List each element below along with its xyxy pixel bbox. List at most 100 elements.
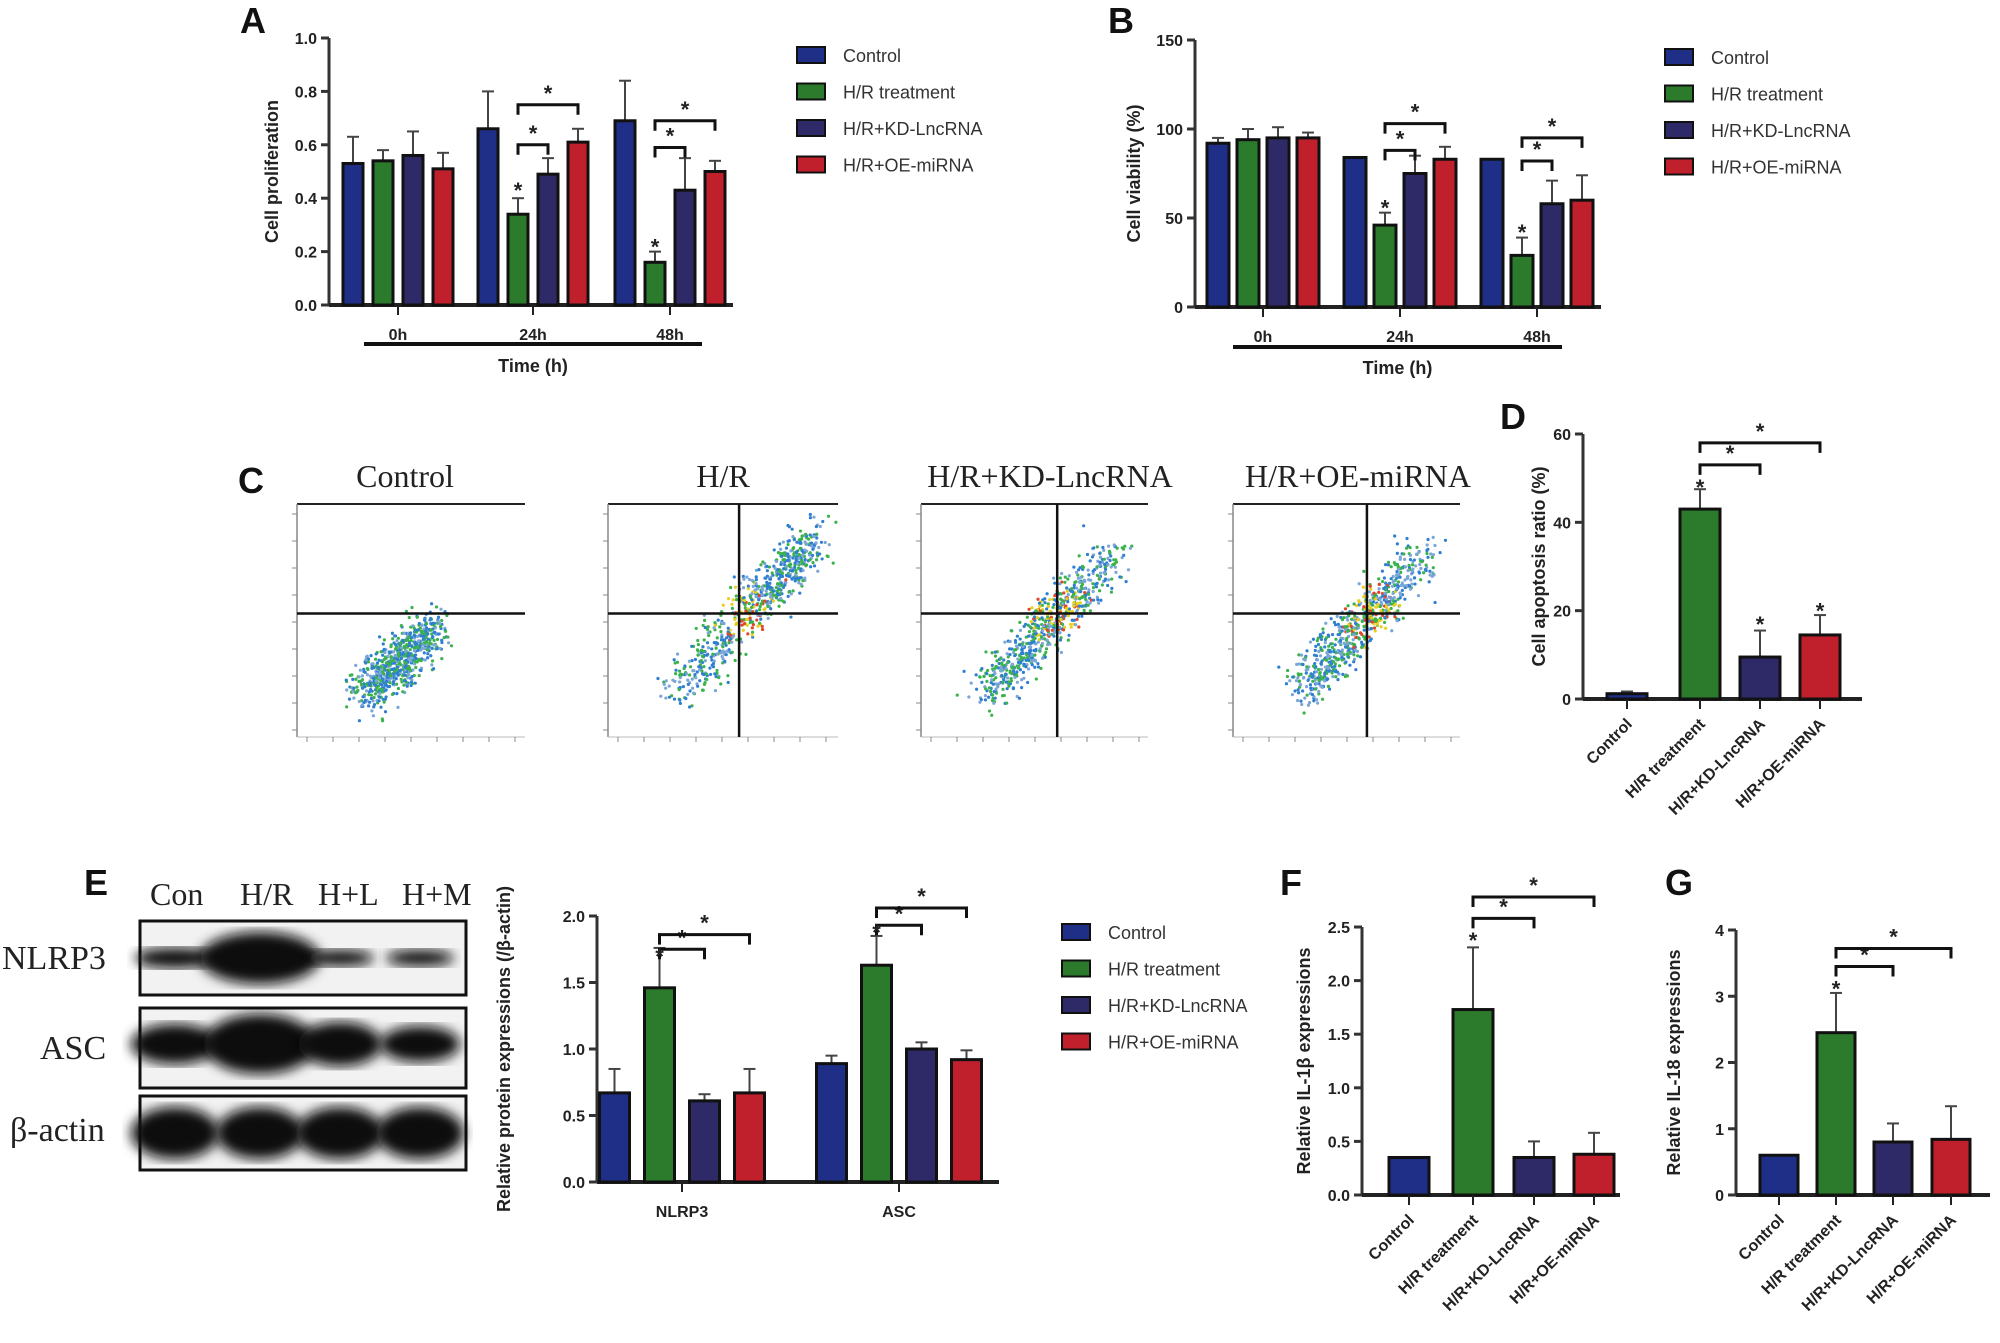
flow-event-dot	[1074, 570, 1079, 574]
flow-event-dot	[410, 653, 414, 657]
flow-event-dot	[1078, 597, 1082, 601]
flow-event-dot	[1438, 550, 1442, 555]
flow-event-dot	[1357, 582, 1361, 586]
flow-event-dot	[352, 696, 356, 700]
flow-event-dot	[740, 640, 744, 644]
flow-event-dot	[1346, 653, 1350, 657]
flow-event-dot	[1087, 592, 1091, 596]
flow-event-dot	[745, 575, 749, 579]
flow-event-dot	[1046, 602, 1050, 606]
flow-event-dot	[1108, 550, 1112, 555]
flow-event-dot	[1091, 569, 1095, 573]
flow-event-dot	[408, 631, 413, 635]
flow-event-dot	[1328, 687, 1332, 691]
flow-event-dot	[992, 690, 996, 694]
flow-event-dot	[701, 688, 705, 692]
flow-event-dot	[380, 683, 384, 687]
flow-event-dot	[399, 677, 403, 681]
flow-event-dot	[760, 593, 764, 597]
flow-event-dot	[1314, 670, 1319, 674]
flow-event-dot	[1085, 599, 1089, 604]
significance-bracket	[658, 933, 751, 945]
flow-event-dot	[792, 552, 796, 556]
flow-event-dot	[793, 573, 798, 577]
flow-event-dot	[995, 659, 999, 663]
panel-label-d: D	[1500, 396, 1526, 437]
flow-event-dot	[1303, 696, 1307, 700]
flow-event-dot	[795, 562, 800, 566]
flow-event-dot	[1311, 679, 1315, 683]
flow-event-dot	[1391, 574, 1395, 579]
flow-event-dot	[693, 657, 697, 662]
flow-event-dot	[1305, 693, 1309, 697]
flow-event-dot	[446, 635, 450, 639]
flow-event-dot	[1109, 565, 1113, 569]
flow-event-dot	[1308, 683, 1313, 687]
flow-event-dot	[750, 598, 754, 602]
flow-event-dot	[1060, 622, 1065, 626]
flow-event-dot	[698, 679, 702, 683]
flow-event-dot	[380, 717, 384, 721]
significance-star: *	[1756, 612, 1765, 637]
flow-event-dot	[1083, 579, 1087, 584]
flow-event-dot	[1396, 580, 1401, 584]
flow-event-dot	[1414, 552, 1419, 556]
flow-event-dot	[1398, 596, 1402, 600]
flow-event-dot	[1396, 609, 1400, 613]
flow-event-dot	[686, 692, 690, 697]
flow-event-dot	[751, 622, 755, 627]
flow-event-dot	[344, 678, 348, 682]
flow-event-dot	[726, 626, 730, 630]
flow-event-dot	[375, 686, 379, 690]
significance-star: *	[666, 123, 675, 148]
bar	[1451, 1008, 1495, 1197]
flow-event-dot	[415, 634, 420, 639]
flow-event-dot	[379, 679, 383, 683]
flow-event-dot	[980, 667, 984, 671]
flow-event-dot	[1408, 557, 1413, 562]
flow-event-dot	[430, 602, 434, 606]
flow-event-dot	[432, 667, 436, 671]
flow-event-dot	[790, 577, 794, 581]
flow-event-dot	[384, 688, 388, 692]
flow-event-dot	[696, 684, 700, 688]
flow-event-dot	[746, 584, 750, 588]
flow-event-dot	[1314, 644, 1318, 648]
flow-event-dot	[371, 699, 375, 703]
flow-event-dot	[1344, 660, 1348, 664]
flow-event-dot	[768, 577, 773, 581]
flow-event-dot	[1058, 582, 1062, 586]
flow-event-dot	[794, 550, 799, 554]
flow-event-dot	[982, 674, 986, 679]
flow-event-dot	[1087, 578, 1091, 582]
flow-event-dot	[1103, 567, 1108, 571]
bar	[536, 172, 560, 307]
flow-event-dot	[1305, 649, 1309, 653]
flow-event-dot	[1351, 642, 1355, 646]
flow-event-dot	[983, 694, 988, 698]
flow-event-dot	[1122, 553, 1126, 557]
flow-event-dot	[411, 624, 415, 628]
flow-event-dot	[793, 565, 797, 570]
flow-event-dot	[1081, 595, 1085, 599]
flow-event-dot	[1000, 673, 1004, 678]
flow-event-dot	[435, 647, 439, 651]
flow-event-dot	[367, 693, 371, 697]
flow-event-dot	[1063, 575, 1067, 579]
y-tick-label: 0.6	[295, 138, 317, 155]
flow-event-dot	[1401, 616, 1405, 620]
flow-event-dot	[1096, 598, 1100, 602]
bar	[341, 161, 365, 307]
flow-event-dot	[1088, 601, 1092, 605]
y-axis-label: Relative IL-18 expressions	[1664, 949, 1684, 1175]
flow-event-dot	[778, 573, 783, 577]
flow-event-dot	[381, 697, 385, 701]
flow-event-dot	[411, 668, 415, 672]
blot-band	[386, 950, 454, 966]
flow-event-dot	[1007, 684, 1011, 688]
flow-event-dot	[754, 578, 758, 582]
flow-event-dot	[1315, 639, 1319, 643]
flow-event-dot	[740, 619, 744, 623]
flow-event-dot	[1025, 655, 1030, 660]
flow-event-dot	[672, 658, 676, 662]
